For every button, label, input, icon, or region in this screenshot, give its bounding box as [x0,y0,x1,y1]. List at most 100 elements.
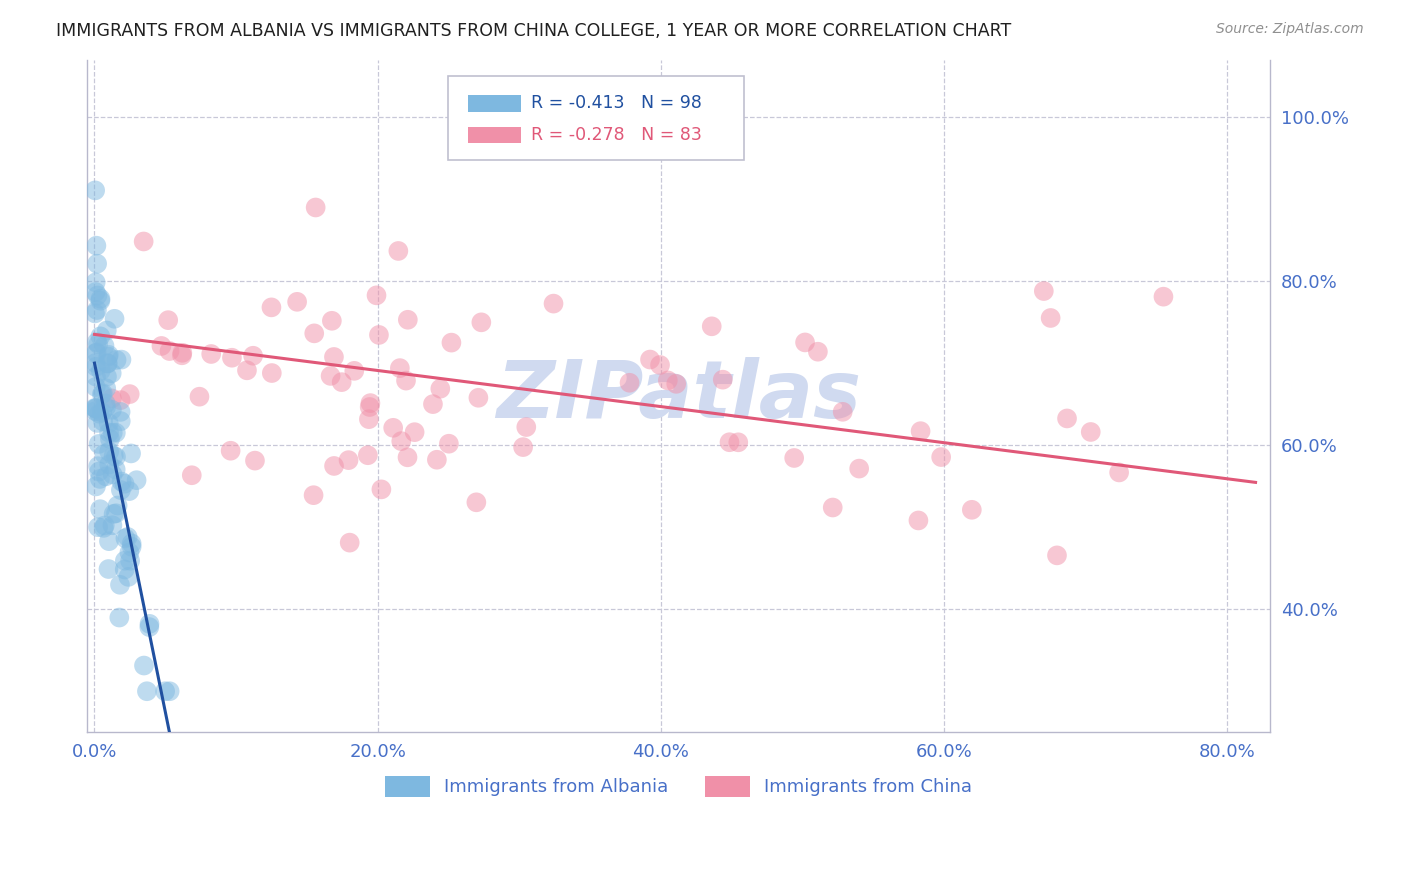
Point [89,472,111,486]
Point [97,356,120,370]
Point [86,345,108,359]
Point [94,518,117,533]
Point [87,437,110,451]
Point [94,401,117,415]
Point [512,440,534,454]
Point [619,376,641,390]
Point [170,348,193,362]
Point [242,349,264,363]
Point [93,447,115,461]
Point [98,425,121,440]
Point [260,366,283,380]
Point [831,405,853,419]
Point [648,358,671,372]
Text: ZIPatlas: ZIPatlas [496,357,860,435]
Point [159,344,181,359]
Point [89,293,111,308]
Point [907,513,929,527]
Point [132,658,155,673]
Point [104,450,127,464]
Point [114,531,136,545]
Point [121,540,143,554]
Point [794,335,817,350]
Point [107,499,129,513]
Point [1046,549,1069,563]
Point [404,425,426,439]
Point [359,400,381,414]
Bar [468,127,522,144]
Point [84,276,107,290]
Point [84,404,107,418]
Point [97,562,120,576]
Point [219,443,242,458]
Point [120,446,142,460]
Point [108,578,131,592]
Point [98,458,121,472]
Point [370,483,392,497]
Point [396,312,419,326]
Point [153,684,176,698]
Point [96,381,118,395]
Point [89,292,111,306]
Point [96,356,118,370]
Point [93,521,115,535]
Point [84,369,107,384]
Point [110,352,132,367]
Point [1152,290,1174,304]
Point [105,353,128,368]
Point [302,488,325,502]
Point [98,444,121,458]
Point [302,326,325,341]
Point [104,462,127,476]
Point [807,344,830,359]
Point [323,458,346,473]
Point [711,373,734,387]
Point [387,244,409,258]
Point [87,337,110,351]
Point [135,684,157,698]
Point [97,348,120,362]
Point [657,373,679,387]
Point [638,352,661,367]
Point [101,402,124,417]
Point [366,288,388,302]
Point [105,506,128,520]
Point [104,425,127,440]
Point [86,335,108,350]
Point [87,465,110,479]
Point [114,562,136,576]
Point [132,235,155,249]
Point [110,483,132,497]
Point [84,380,107,394]
Point [343,364,366,378]
Point [157,313,180,327]
Point [150,339,173,353]
Point [260,301,283,315]
Point [89,329,111,343]
Point [103,507,125,521]
Point [84,356,107,370]
Point [543,296,565,310]
Point [422,397,444,411]
Point [84,401,107,416]
Text: IMMIGRANTS FROM ALBANIA VS IMMIGRANTS FROM CHINA COLLEGE, 1 YEAR OR MORE CORRELA: IMMIGRANTS FROM ALBANIA VS IMMIGRANTS FR… [56,22,1011,40]
Point [200,347,222,361]
Point [359,396,381,410]
Point [437,436,460,450]
Text: R = -0.278   N = 83: R = -0.278 N = 83 [531,126,702,144]
Point [1032,284,1054,298]
Point [110,414,132,428]
Point [396,450,419,465]
Point [321,314,343,328]
Point [101,392,124,406]
Point [929,450,952,464]
Point [93,339,115,353]
Point [101,467,124,482]
Point [125,473,148,487]
Point [665,376,688,391]
Point [1056,411,1078,425]
Point [86,303,108,318]
Point [159,684,181,698]
Point [960,503,983,517]
Point [94,396,117,410]
